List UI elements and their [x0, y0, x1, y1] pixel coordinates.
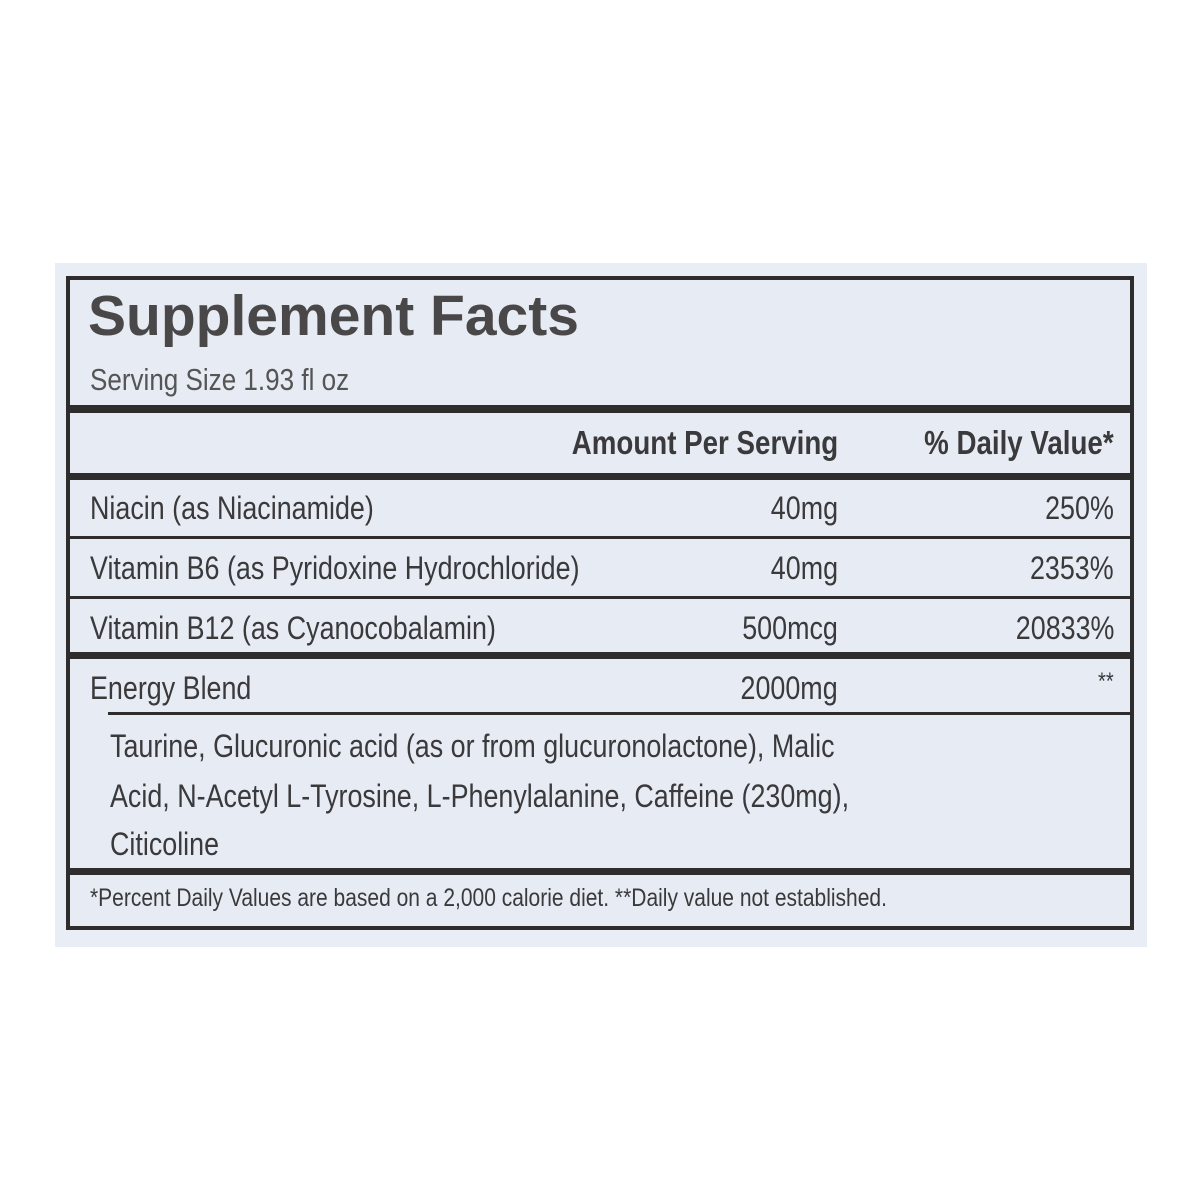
- panel-title: Supplement Facts: [88, 284, 579, 348]
- thin-divider: [70, 536, 1130, 539]
- ingredient-line: Acid, N-Acetyl L-Tyrosine, L-Phenylalani…: [110, 778, 850, 814]
- ingredient-line: Taurine, Glucuronic acid (as or from glu…: [110, 728, 835, 764]
- nutrient-daily-value: 20833%: [1015, 610, 1114, 646]
- footnote: *Percent Daily Values are based on a 2,0…: [90, 884, 887, 912]
- header-amount-per-serving: Amount Per Serving: [571, 424, 838, 461]
- nutrient-name: Vitamin B6 (as Pyridoxine Hydrochloride): [90, 550, 580, 586]
- serving-size: Serving Size 1.93 fl oz: [90, 362, 350, 397]
- blend-daily-value: **: [1098, 668, 1114, 695]
- nutrient-amount: 40mg: [770, 550, 838, 586]
- thick-divider: [70, 473, 1130, 480]
- nutrient-name: Vitamin B12 (as Cyanocobalamin): [90, 610, 496, 646]
- blend-name: Energy Blend: [90, 670, 252, 706]
- nutrient-name: Niacin (as Niacinamide): [90, 490, 374, 526]
- ingredient-line: Citicoline: [110, 826, 220, 862]
- thick-divider: [70, 405, 1130, 413]
- nutrient-daily-value: 250%: [1045, 490, 1114, 526]
- thin-divider: [108, 712, 1130, 715]
- thick-divider: [70, 868, 1130, 875]
- blend-amount: 2000mg: [740, 670, 838, 706]
- thick-divider: [70, 652, 1130, 659]
- nutrient-daily-value: 2353%: [1030, 550, 1114, 586]
- nutrient-amount: 500mcg: [742, 610, 838, 646]
- nutrient-amount: 40mg: [770, 490, 838, 526]
- supplement-facts-panel: Supplement Facts Serving Size 1.93 fl oz…: [66, 276, 1134, 930]
- header-daily-value: % Daily Value*: [924, 424, 1114, 461]
- thin-divider: [70, 596, 1130, 599]
